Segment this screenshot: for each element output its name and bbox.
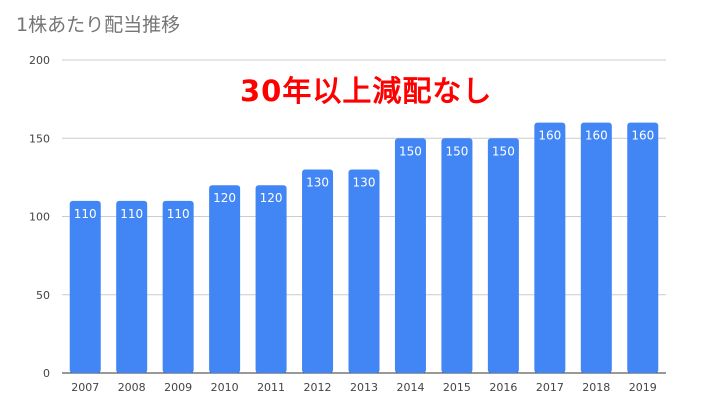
y-axis-ticks: 0 50 100 150 200 xyxy=(29,54,50,380)
bar-value-label: 120 xyxy=(213,191,236,205)
x-tick-label: 2018 xyxy=(582,381,610,394)
bar-2007 xyxy=(69,200,101,373)
bar-2010 xyxy=(209,185,241,373)
y-tick-label: 200 xyxy=(29,54,50,67)
bar-2009 xyxy=(162,200,194,373)
chart-annotation: 30年以上減配なし xyxy=(240,74,493,108)
bar-2012 xyxy=(302,169,334,373)
y-tick-label: 100 xyxy=(29,211,50,224)
bar-value-label: 150 xyxy=(445,144,468,158)
bar-2015 xyxy=(441,138,473,373)
y-tick-label: 50 xyxy=(36,289,50,302)
bar-2016 xyxy=(487,138,519,373)
bar-value-label: 150 xyxy=(399,144,422,158)
y-tick-label: 150 xyxy=(29,132,50,145)
x-tick-label: 2007 xyxy=(71,381,99,394)
bar-value-label: 110 xyxy=(167,207,190,221)
bar-value-label: 160 xyxy=(585,129,608,143)
bar-2018 xyxy=(580,122,612,373)
y-tick-label: 0 xyxy=(43,367,50,380)
bar-value-label: 110 xyxy=(74,207,97,221)
x-tick-label: 2011 xyxy=(257,381,285,394)
x-tick-label: 2009 xyxy=(164,381,192,394)
x-axis-ticks: 2007 2008 2009 2010 2011 2012 2013 2014 2015 2016… xyxy=(71,381,657,394)
x-tick-label: 2012 xyxy=(304,381,332,394)
bar-value-label: 130 xyxy=(306,176,329,190)
bar-2017 xyxy=(534,122,566,373)
x-tick-label: 2014 xyxy=(396,381,424,394)
x-tick-label: 2015 xyxy=(443,381,471,394)
bar-2013 xyxy=(348,169,380,373)
bar-2019 xyxy=(627,122,659,373)
bar-2008 xyxy=(116,200,148,373)
x-tick-label: 2013 xyxy=(350,381,378,394)
bar-value-label: 120 xyxy=(260,191,283,205)
bar-2014 xyxy=(394,138,426,373)
x-tick-label: 2016 xyxy=(489,381,517,394)
bar-value-label: 150 xyxy=(492,144,515,158)
x-tick-label: 2017 xyxy=(536,381,564,394)
x-tick-label: 2019 xyxy=(629,381,657,394)
bar-value-label: 130 xyxy=(353,176,376,190)
chart-title: 1株あたり配当推移 xyxy=(16,14,181,36)
bar-value-label: 110 xyxy=(120,207,143,221)
bar-value-label: 160 xyxy=(538,129,561,143)
bar-labels: 110 110 110 120 120 130 130 150 150 150 160 160 160 xyxy=(74,129,654,221)
x-tick-label: 2010 xyxy=(211,381,239,394)
bars xyxy=(69,122,659,373)
bar-2011 xyxy=(255,185,287,373)
x-tick-label: 2008 xyxy=(118,381,146,394)
bar-value-label: 160 xyxy=(631,129,654,143)
